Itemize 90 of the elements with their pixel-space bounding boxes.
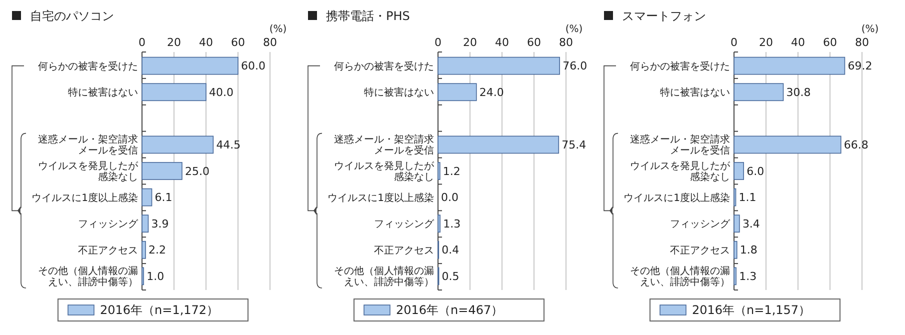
data-label: 6.1 <box>154 191 172 204</box>
x-tick-label: 40 <box>495 36 509 49</box>
y-tick-label: ウイルスに1度以上感染 <box>328 192 434 204</box>
bar <box>438 83 477 102</box>
y-tick-label: 何らかの被害を受けた <box>38 60 138 72</box>
x-tick-label: 60 <box>231 36 245 49</box>
data-label: 0.0 <box>441 191 458 204</box>
data-label: 6.0 <box>746 164 764 178</box>
bar <box>734 162 744 180</box>
x-tick-label: 20 <box>463 36 477 49</box>
data-label: 1.3 <box>443 217 461 230</box>
y-tick-label: その他（個人情報の漏えい、誹謗中傷等） <box>630 265 730 288</box>
data-label: 0.5 <box>442 270 460 284</box>
bar <box>734 267 736 286</box>
data-label: 40.0 <box>209 86 234 99</box>
y-tick-label: 特に被害はない <box>364 86 434 99</box>
y-tick-label: ウイルスに1度以上感染 <box>32 192 138 204</box>
data-label: 30.8 <box>786 86 811 99</box>
data-label: 1.0 <box>146 270 164 284</box>
y-tick-label: 特に被害はない <box>660 86 730 99</box>
bar <box>734 83 784 102</box>
bar <box>142 83 206 102</box>
bar <box>734 240 738 259</box>
data-label: 1.8 <box>740 244 758 257</box>
y-tick-label: ウイルスを発見したが感染なし <box>334 161 435 183</box>
x-tick-label: 40 <box>199 36 213 49</box>
legend-label: 2016年（n=467） <box>396 303 504 318</box>
data-label: 24.0 <box>479 86 504 99</box>
y-tick-label: 不正アクセス <box>374 245 434 256</box>
y-tick-label: 迷惑メール・架空請求メールを受信 <box>38 134 138 157</box>
x-tick-label: 0 <box>138 36 146 49</box>
data-label: 44.5 <box>216 138 241 152</box>
data-label: 2.2 <box>148 244 166 257</box>
x-tick-label: 0 <box>730 36 738 49</box>
y-tick-label: ウイルスを発見したが感染なし <box>38 161 139 183</box>
bar <box>142 136 214 154</box>
x-tick-label: 80 <box>559 36 573 49</box>
data-label: 1.1 <box>738 191 756 204</box>
y-tick-label: ウイルスに1度以上感染 <box>624 192 730 204</box>
data-label: 60.0 <box>241 60 266 73</box>
data-label: 0.4 <box>442 244 460 257</box>
x-axis-title: (%) <box>861 24 879 35</box>
bar <box>142 162 182 180</box>
x-tick-label: 20 <box>759 36 773 49</box>
y-tick-label: その他（個人情報の漏えい、誹謗中傷等） <box>334 265 434 288</box>
x-tick-label: 0 <box>434 36 442 49</box>
bar <box>734 136 842 154</box>
x-tick-label: 40 <box>791 36 805 49</box>
data-label: 25.0 <box>185 164 210 178</box>
data-label: 66.8 <box>844 138 868 152</box>
bar <box>438 136 560 154</box>
x-axis-title: (%) <box>565 24 583 35</box>
y-tick-label: 何らかの被害を受けた <box>334 60 434 72</box>
x-tick-label: 60 <box>823 36 837 49</box>
bar <box>734 56 846 75</box>
bar <box>142 240 146 259</box>
x-axis-title: (%) <box>269 24 287 35</box>
legend-label: 2016年（n=1,157） <box>692 303 811 318</box>
y-tick-label: 迷惑メール・架空請求メールを受信 <box>630 134 730 157</box>
data-label: 69.2 <box>848 60 872 73</box>
data-label: 3.4 <box>742 217 760 230</box>
data-label: 1.3 <box>739 270 757 284</box>
legend-label: 2016年（n=1,172） <box>100 303 219 318</box>
y-tick-label: フィッシング <box>78 219 139 230</box>
bar <box>142 214 149 233</box>
data-label: 3.9 <box>151 217 169 230</box>
x-tick-label: 60 <box>527 36 541 49</box>
chart-title: 自宅のパソコン <box>30 9 114 23</box>
y-tick-label: 何らかの被害を受けた <box>630 60 730 72</box>
chart-title: スマートフォン <box>622 9 706 23</box>
bar <box>142 56 238 75</box>
data-label: 76.0 <box>562 60 588 73</box>
bar <box>142 188 152 206</box>
bar <box>734 214 740 233</box>
y-tick-label: 特に被害はない <box>68 86 138 99</box>
x-tick-label: 20 <box>167 36 181 49</box>
x-tick-label: 80 <box>855 36 869 49</box>
y-tick-label: 不正アクセス <box>78 245 138 256</box>
y-tick-label: フィッシング <box>374 219 435 230</box>
y-tick-label: ウイルスを発見したが感染なし <box>630 161 731 183</box>
data-label: 1.2 <box>442 164 460 178</box>
bar <box>438 56 560 75</box>
y-tick-label: その他（個人情報の漏えい、誹謗中傷等） <box>38 265 138 288</box>
y-tick-label: 不正アクセス <box>670 245 730 256</box>
bar <box>438 214 440 233</box>
chart-title: 携帯電話・PHS <box>326 9 410 23</box>
data-label: 75.4 <box>562 138 586 152</box>
y-tick-label: フィッシング <box>670 219 731 230</box>
x-tick-label: 80 <box>263 36 277 49</box>
y-tick-label: 迷惑メール・架空請求メールを受信 <box>334 134 434 157</box>
